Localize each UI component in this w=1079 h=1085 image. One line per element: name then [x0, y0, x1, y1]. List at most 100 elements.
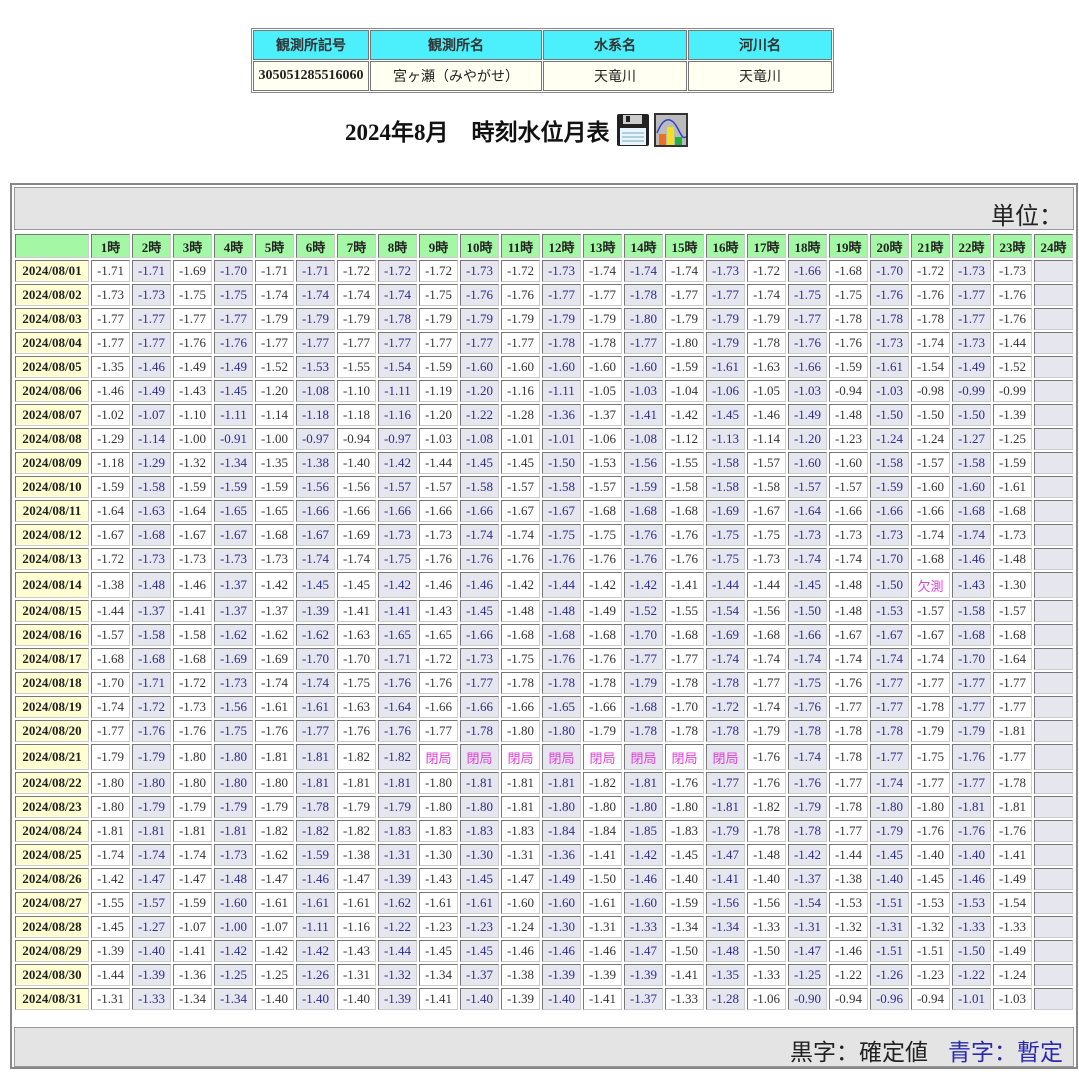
table-row: 2024/08/27 -1.55 -1.57 -1.59 -1.60 -1.61 -1.61… — [15, 892, 1073, 914]
water-level-cell: -1.46 — [747, 404, 786, 426]
water-level-cell: -1.74 — [870, 772, 909, 794]
water-level-cell: -1.67 — [214, 524, 253, 546]
water-level-cell: -1.69 — [337, 524, 376, 546]
water-level-cell: -1.74 — [296, 672, 335, 694]
water-level-cell — [1034, 572, 1073, 598]
water-level-cell: -1.57 — [993, 600, 1032, 622]
water-level-cell: -1.20 — [788, 428, 827, 450]
water-level-cell: -1.40 — [460, 988, 499, 1010]
water-level-cell: -1.64 — [788, 500, 827, 522]
water-level-cell: -1.77 — [624, 648, 663, 670]
water-level-cell: -1.46 — [460, 572, 499, 598]
water-level-cell: -1.20 — [255, 380, 294, 402]
water-level-cell: -1.23 — [911, 964, 950, 986]
water-level-cell — [1034, 796, 1073, 818]
water-level-cell: -1.80 — [91, 796, 130, 818]
water-level-cell: -1.48 — [542, 600, 581, 622]
header-hour: 18時 — [788, 234, 827, 258]
water-level-cell: -1.61 — [993, 476, 1032, 498]
water-level-cell: -1.74 — [911, 524, 950, 546]
water-level-cell: -1.63 — [337, 624, 376, 646]
water-level-cell: 閉局 — [706, 744, 745, 770]
row-date: 2024/08/02 — [15, 284, 89, 306]
water-level-cell: -1.11 — [542, 380, 581, 402]
water-level-cell: -1.66 — [419, 500, 458, 522]
water-level-cell: -1.76 — [624, 524, 663, 546]
water-level-cell: -1.49 — [583, 600, 622, 622]
water-level-cell: -1.68 — [173, 648, 212, 670]
floppy-disk-icon[interactable] — [616, 113, 650, 147]
water-level-cell: -1.81 — [501, 796, 540, 818]
water-level-cell: -1.46 — [91, 380, 130, 402]
water-level-cell: -1.76 — [911, 820, 950, 842]
water-level-cell: -1.76 — [788, 332, 827, 354]
water-level-cell: -1.78 — [829, 308, 868, 330]
water-level-cell: -1.85 — [624, 820, 663, 842]
water-level-cell: -1.83 — [460, 820, 499, 842]
water-level-cell: -1.28 — [706, 988, 745, 1010]
water-level-cell: -1.77 — [624, 332, 663, 354]
water-level-cell: -1.71 — [296, 260, 335, 282]
water-level-cell: -1.37 — [214, 600, 253, 622]
water-level-cell: -1.30 — [460, 844, 499, 866]
row-date: 2024/08/03 — [15, 308, 89, 330]
water-level-cell: -1.74 — [952, 524, 991, 546]
water-level-cell: 閉局 — [665, 744, 704, 770]
water-level-cell: -1.82 — [583, 772, 622, 794]
water-level-cell: -1.74 — [624, 260, 663, 282]
water-level-cell: -1.47 — [788, 940, 827, 962]
water-level-cell: -1.39 — [296, 600, 335, 622]
water-level-cell: -1.68 — [624, 696, 663, 718]
water-level-cell: -1.77 — [993, 696, 1032, 718]
water-level-cell — [1034, 260, 1073, 282]
water-level-cell: -1.81 — [255, 744, 294, 770]
water-level-cell: -1.75 — [378, 548, 417, 570]
water-level-cell — [1034, 284, 1073, 306]
row-date: 2024/08/08 — [15, 428, 89, 450]
water-level-cell: -1.10 — [337, 380, 376, 402]
water-level-cell: -1.49 — [993, 940, 1032, 962]
header-river-name: 河川名 — [688, 30, 832, 60]
table-row: 2024/08/25 -1.74 -1.74 -1.74 -1.73 -1.62 -1.59… — [15, 844, 1073, 866]
water-level-cell: -1.45 — [214, 380, 253, 402]
water-level-cell: -1.50 — [665, 940, 704, 962]
water-level-cell: -1.59 — [419, 356, 458, 378]
water-level-cell: -1.64 — [91, 500, 130, 522]
water-level-cell: -1.80 — [542, 796, 581, 818]
water-level-cell: -1.08 — [296, 380, 335, 402]
row-date: 2024/08/06 — [15, 380, 89, 402]
water-level-cell: -1.80 — [501, 720, 540, 742]
water-level-cell: -1.18 — [91, 452, 130, 474]
page-title-bar: 2024年8月 時刻水位月表 — [345, 113, 688, 147]
water-level-cell: -1.73 — [542, 260, 581, 282]
water-level-cell: -1.44 — [91, 964, 130, 986]
water-level-cell: -1.56 — [296, 476, 335, 498]
water-level-cell: -1.76 — [337, 720, 376, 742]
water-level-cell: -1.41 — [583, 844, 622, 866]
water-level-cell: -1.42 — [665, 404, 704, 426]
water-level-cell: -1.80 — [583, 796, 622, 818]
water-level-cell: -1.42 — [624, 844, 663, 866]
chart-icon[interactable] — [653, 113, 688, 147]
row-date: 2024/08/25 — [15, 844, 89, 866]
water-level-cell: -1.73 — [952, 332, 991, 354]
water-level-cell: -1.46 — [296, 868, 335, 890]
water-level-cell: -1.49 — [132, 380, 171, 402]
water-level-cell: -1.70 — [665, 696, 704, 718]
water-level-cell: -1.74 — [829, 548, 868, 570]
water-level-cell: -1.73 — [173, 548, 212, 570]
water-level-cell: -1.34 — [214, 988, 253, 1010]
water-level-cell: -1.80 — [214, 772, 253, 794]
water-level-cell: -1.59 — [214, 476, 253, 498]
water-level-cell: -1.31 — [788, 916, 827, 938]
water-level-cell: -1.33 — [747, 964, 786, 986]
water-level-cell: -1.67 — [501, 500, 540, 522]
water-level-cell: -1.06 — [706, 380, 745, 402]
water-level-cell: -1.16 — [337, 916, 376, 938]
water-level-cell: -1.81 — [132, 820, 171, 842]
water-level-cell: -1.78 — [993, 772, 1032, 794]
water-level-cell: -1.59 — [255, 476, 294, 498]
water-level-cell: -1.79 — [501, 308, 540, 330]
water-level-cell: -1.37 — [460, 964, 499, 986]
water-level-cell: -0.96 — [870, 988, 909, 1010]
